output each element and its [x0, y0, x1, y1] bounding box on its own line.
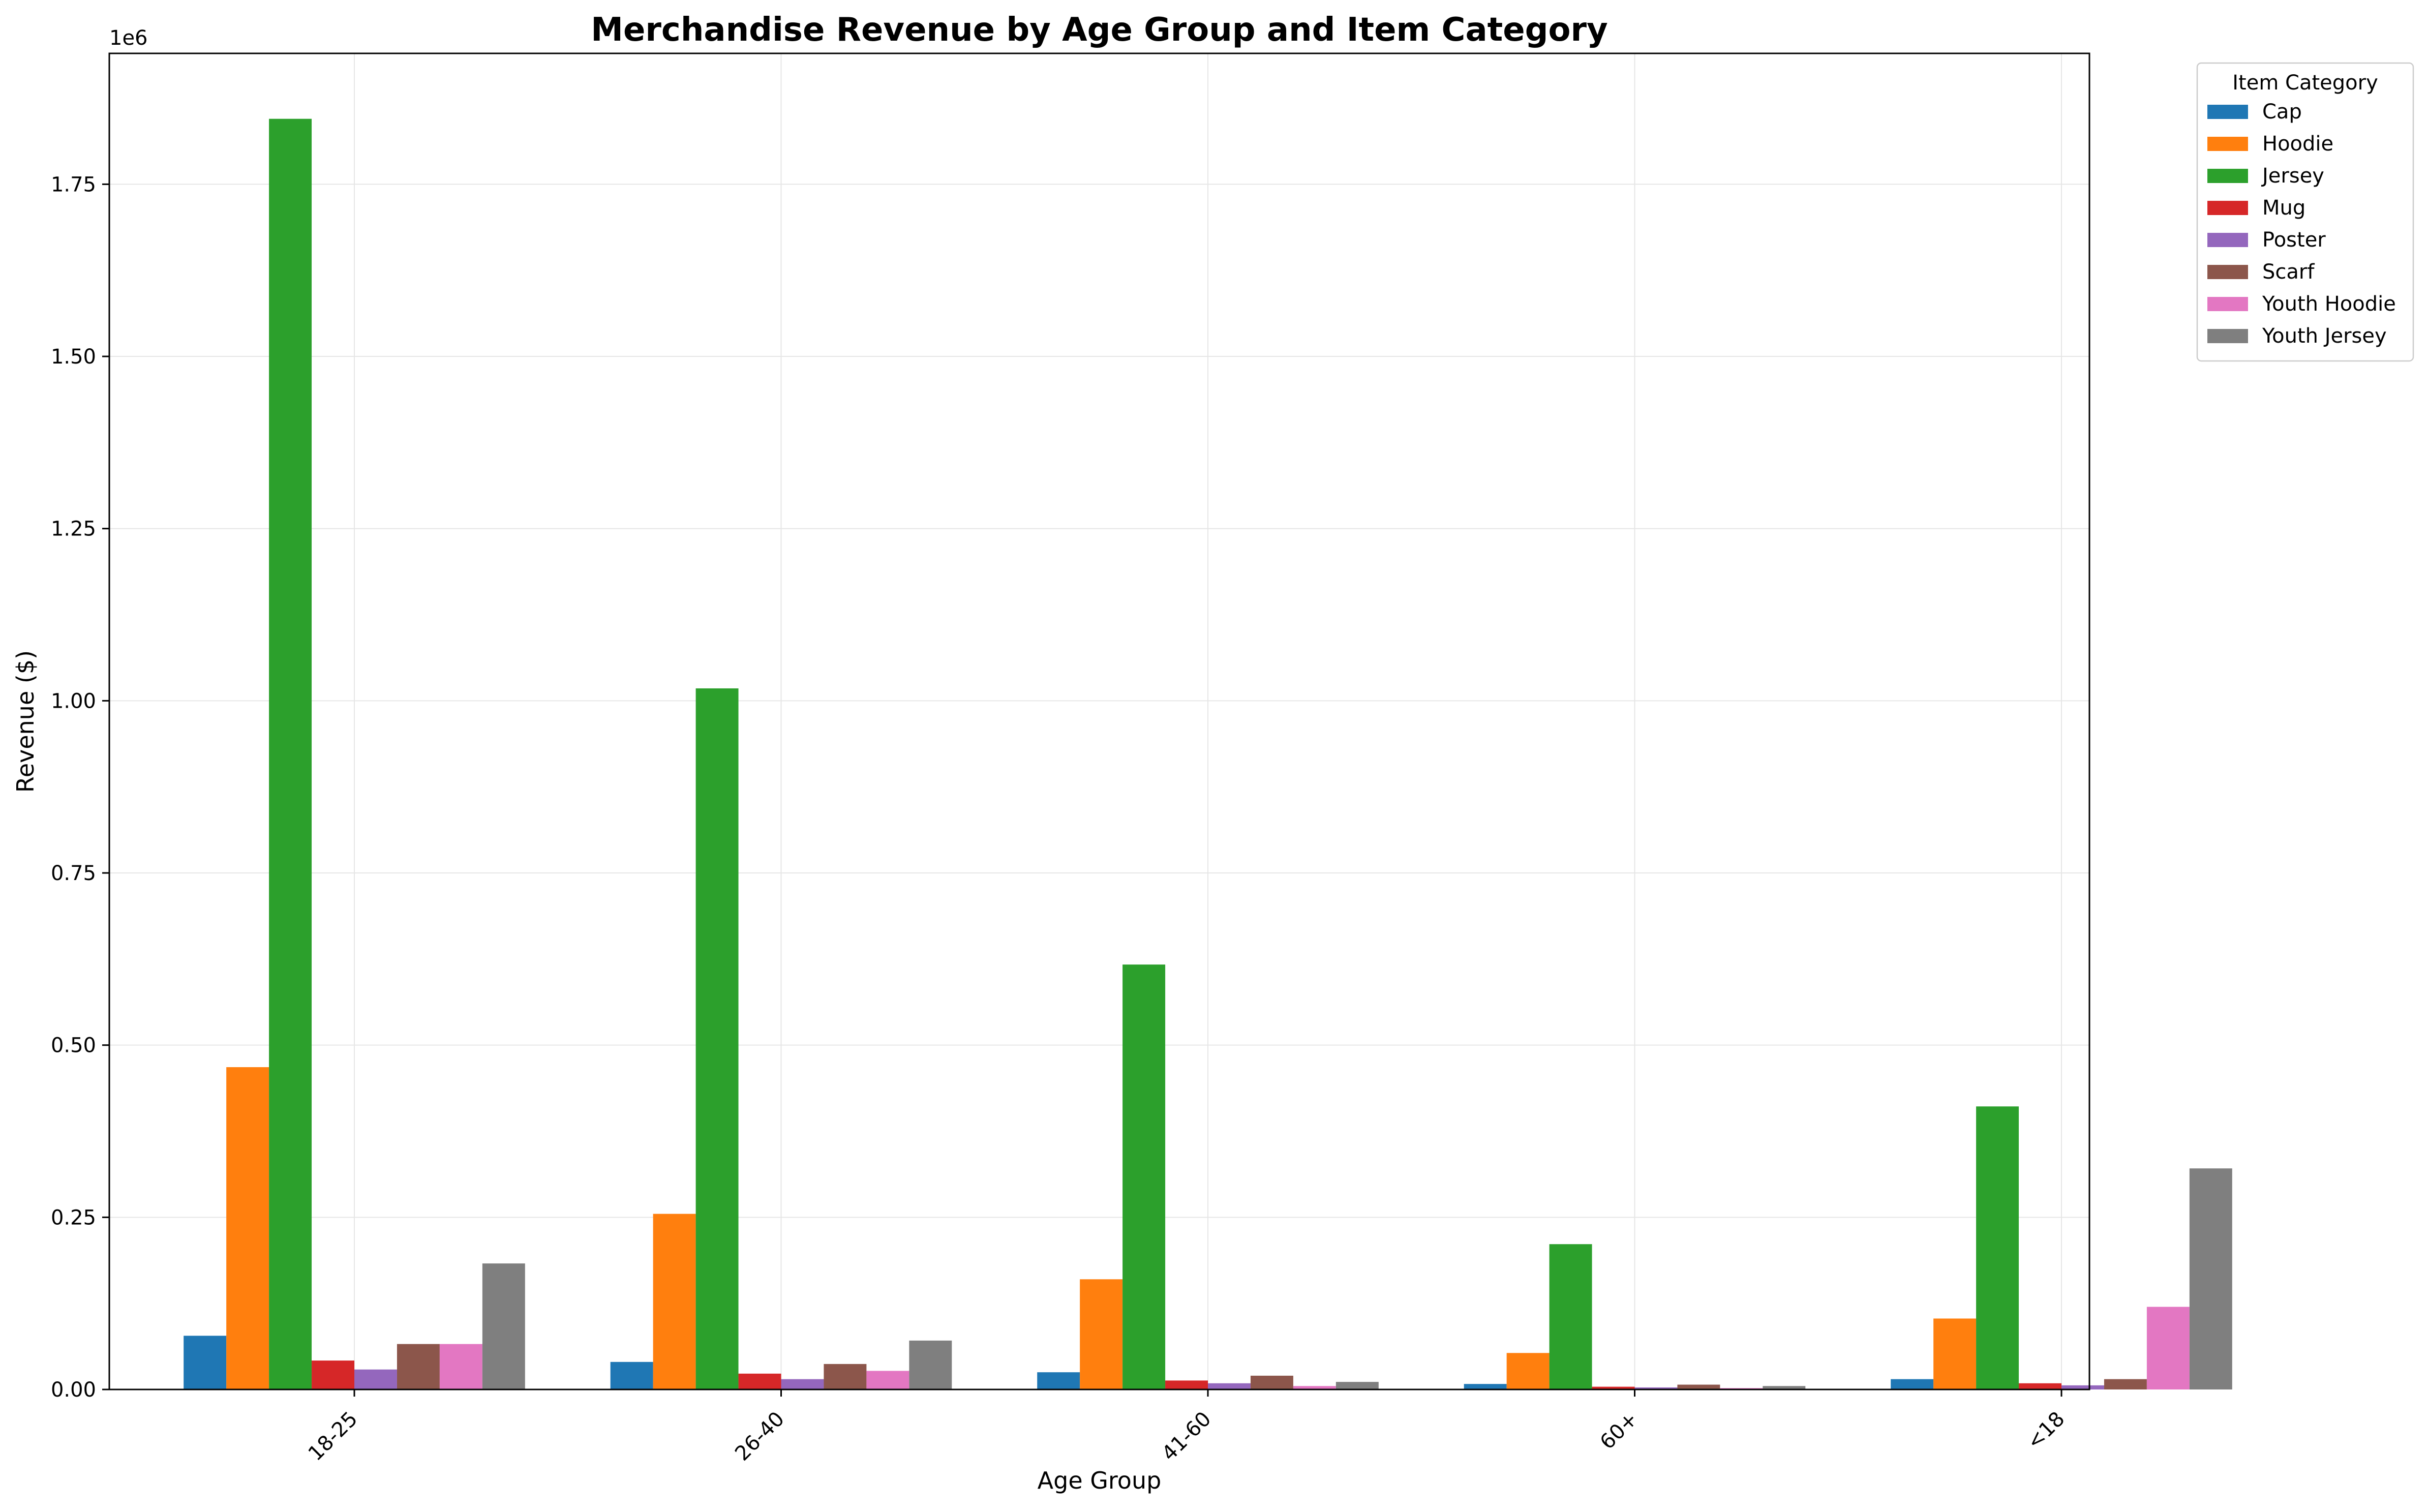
- bar: [1592, 1386, 1635, 1389]
- legend-label: Cap: [2262, 100, 2302, 124]
- legend: Item Category Cap Hoodie Jersey Mug Poster Sc…: [2196, 62, 2414, 362]
- legend-swatch: [2207, 105, 2248, 119]
- bar: [1933, 1318, 1977, 1389]
- y-tick-label: 0.25: [51, 1206, 96, 1229]
- legend-swatch: [2207, 265, 2248, 279]
- legend-label: Poster: [2262, 228, 2326, 252]
- y-axis-label: Revenue ($): [12, 650, 39, 793]
- bar: [2061, 1385, 2104, 1389]
- bar: [482, 1263, 525, 1389]
- bar: [1506, 1353, 1550, 1389]
- bar: [610, 1362, 653, 1389]
- legend-frame: [2196, 62, 2414, 362]
- y-tick-label: 1.50: [51, 345, 96, 369]
- legend-label: Hoodie: [2262, 132, 2333, 156]
- chart-title: Merchandise Revenue by Age Group and Ite…: [591, 11, 1607, 49]
- bar: [909, 1340, 952, 1389]
- bar: [1336, 1382, 1379, 1389]
- bar: [1122, 964, 1166, 1389]
- legend-title: Item Category: [2232, 71, 2378, 95]
- bar: [1208, 1383, 1251, 1389]
- bar: [1677, 1384, 1720, 1389]
- y-tick-label: 0.50: [51, 1034, 96, 1057]
- bar: [1464, 1384, 1507, 1389]
- bar: [738, 1373, 781, 1389]
- bar: [2104, 1379, 2147, 1389]
- bar: [1763, 1386, 1806, 1389]
- legend-label: Youth Jersey: [2262, 324, 2387, 348]
- bar: [269, 118, 312, 1390]
- legend-label: Mug: [2262, 196, 2305, 220]
- bar: [653, 1214, 696, 1389]
- legend-swatch: [2207, 297, 2248, 311]
- legend-swatch: [2207, 137, 2248, 151]
- bar: [1080, 1279, 1123, 1389]
- legend-label: Jersey: [2261, 164, 2324, 188]
- y-tick-label: 1.00: [51, 689, 96, 713]
- bar: [439, 1344, 482, 1389]
- y-tick-label: 0.75: [51, 862, 96, 885]
- y-tick-label: 0.00: [51, 1378, 96, 1402]
- bar: [2019, 1383, 2061, 1389]
- bar: [695, 688, 739, 1389]
- legend-swatch: [2207, 169, 2248, 183]
- legend-swatch: [2207, 329, 2248, 343]
- y-tick-label: 1.75: [51, 173, 96, 196]
- legend-label: Scarf: [2262, 260, 2315, 284]
- x-axis-label: Age Group: [1038, 1467, 1162, 1494]
- y-tick-label: 1.25: [51, 518, 96, 541]
- legend-label: Youth Hoodie: [2262, 292, 2396, 316]
- bar: [184, 1336, 227, 1389]
- bar: [1549, 1244, 1592, 1389]
- bar: [397, 1344, 440, 1389]
- bars: [184, 118, 2232, 1390]
- bar: [354, 1369, 397, 1389]
- grid: [109, 53, 2089, 1390]
- bar: [866, 1371, 909, 1389]
- bar: [824, 1364, 867, 1389]
- bar: [2146, 1307, 2190, 1389]
- bar: [1634, 1387, 1678, 1389]
- bar: [2189, 1168, 2232, 1389]
- legend-swatch: [2207, 201, 2248, 215]
- bar: [1250, 1375, 1293, 1389]
- bar: [1891, 1379, 1934, 1389]
- bar: [226, 1067, 269, 1389]
- bar: [1976, 1106, 2019, 1389]
- bar: [1037, 1372, 1080, 1389]
- legend-swatch: [2207, 233, 2248, 247]
- plot-frame: [108, 52, 2090, 1390]
- y-axis-offset-label: 1e6: [109, 26, 148, 50]
- bar: [1293, 1386, 1336, 1389]
- bar: [1165, 1380, 1208, 1389]
- bar: [312, 1360, 354, 1389]
- bar: [781, 1379, 824, 1389]
